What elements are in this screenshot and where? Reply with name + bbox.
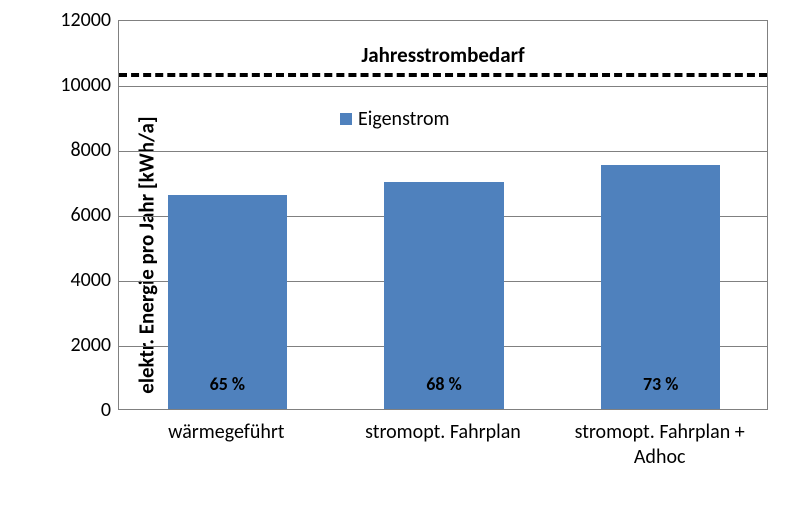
x-category-label: stromopt. Fahrplan + Adhoc bbox=[551, 420, 768, 470]
y-tick-label: 2000 bbox=[41, 333, 111, 357]
bar-percent-label: 65 % bbox=[168, 373, 287, 395]
legend: Eigenstrom bbox=[340, 107, 450, 131]
y-tick-label: 4000 bbox=[41, 268, 111, 292]
grid-line bbox=[119, 86, 767, 87]
bar-chart: elektr. Energie pro Jahr [kWh/a] Jahress… bbox=[0, 0, 797, 509]
y-tick-label: 6000 bbox=[41, 203, 111, 227]
legend-label: Eigenstrom bbox=[358, 107, 450, 131]
legend-swatch bbox=[340, 113, 352, 125]
y-tick-label: 0 bbox=[41, 398, 111, 422]
bar: 73 % bbox=[601, 165, 720, 409]
x-category-label: wärmegeführt bbox=[118, 420, 335, 445]
grid-line bbox=[119, 151, 767, 152]
bar-percent-label: 73 % bbox=[601, 373, 720, 395]
y-tick-label: 8000 bbox=[41, 138, 111, 162]
plot-area: Jahresstrombedarf 65 % 68 % 73 % Eigenstrom bbox=[118, 20, 768, 410]
y-tick-label: 10000 bbox=[41, 73, 111, 97]
reference-line bbox=[119, 73, 767, 77]
y-tick-label: 12000 bbox=[41, 8, 111, 32]
x-category-label: stromopt. Fahrplan bbox=[335, 420, 552, 445]
bar-percent-label: 68 % bbox=[384, 373, 503, 395]
bar: 65 % bbox=[168, 195, 287, 410]
reference-line-label: Jahresstrombedarf bbox=[361, 42, 524, 68]
bar: 68 % bbox=[384, 182, 503, 410]
